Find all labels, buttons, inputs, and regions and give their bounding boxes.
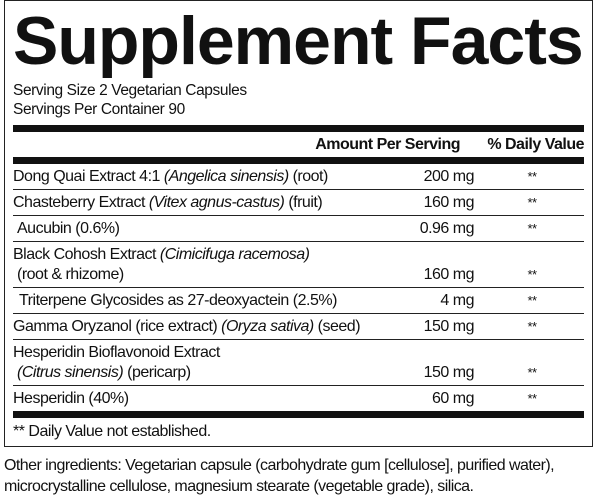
- supplement-facts-panel: Supplement Facts Serving Size 2 Vegetari…: [4, 0, 593, 447]
- nutrient-row: Gamma Oryzanol (rice extract) (Oryza sat…: [13, 314, 584, 340]
- latin-name: (Citrus sinensis): [17, 364, 124, 381]
- daily-value-header: % Daily Value: [487, 136, 584, 153]
- nutrient-name: Dong Quai Extract 4:1: [13, 168, 164, 185]
- servings-per-container: Servings Per Container 90: [13, 101, 185, 118]
- amount-header: Amount Per Serving: [315, 136, 460, 153]
- divider-thick: [13, 125, 584, 132]
- plant-part: (fruit): [284, 194, 323, 211]
- nutrient-row: Chasteberry Extract (Vitex agnus-castus)…: [13, 190, 584, 216]
- amount: 150 mg: [423, 364, 475, 381]
- amount: 0.96 mg: [419, 220, 475, 237]
- panel-title: Supplement Facts: [13, 3, 584, 79]
- nutrient-name: Triterpene Glycosides as 27-deoxyactein …: [19, 292, 337, 309]
- nutrient-row: Hesperidin Bioflavonoid Extract (Citrus s…: [13, 340, 584, 386]
- nutrient-name: Hesperidin (40%): [13, 390, 129, 407]
- divider-thick: [13, 411, 584, 418]
- nutrient-name: Chasteberry Extract: [13, 194, 149, 211]
- amount: 60 mg: [432, 390, 474, 407]
- daily-value: **: [527, 195, 537, 210]
- daily-value: **: [527, 267, 537, 282]
- nutrient-row: Black Cohosh Extract (Cimicifuga racemos…: [13, 242, 584, 288]
- daily-value: **: [527, 293, 537, 308]
- plant-part: (root): [288, 168, 329, 185]
- plant-part: (pericarp): [123, 364, 191, 381]
- amount: 150 mg: [423, 318, 475, 335]
- serving-size: Serving Size 2 Vegetarian Capsules: [13, 82, 247, 99]
- amount: 4 mg: [440, 292, 474, 309]
- latin-name: (Vitex agnus-castus): [148, 194, 285, 211]
- latin-name: (Cimicifuga racemosa): [159, 246, 310, 263]
- daily-value: **: [527, 391, 537, 406]
- column-header-row: Amount Per Serving % Daily Value: [13, 132, 584, 157]
- nutrient-row: Aucubin (0.6%) 0.96 mg **: [13, 216, 584, 242]
- divider-thick: [13, 157, 584, 164]
- nutrient-name: Hesperidin Bioflavonoid Extract: [13, 344, 220, 361]
- amount: 200 mg: [423, 168, 475, 185]
- nutrient-name: Aucubin (0.6%): [17, 220, 120, 237]
- nutrient-row: Dong Quai Extract 4:1 (Angelica sinensis…: [13, 164, 584, 190]
- daily-value: **: [527, 169, 537, 184]
- nutrient-name: Gamma Oryzanol (rice extract): [13, 318, 222, 335]
- plant-part: (root & rhizome): [17, 266, 124, 283]
- other-ingredients: Other ingredients: Vegetarian capsule (c…: [4, 457, 555, 495]
- latin-name: (Oryza sativa): [221, 318, 314, 335]
- daily-value: **: [527, 319, 537, 334]
- nutrient-row: Hesperidin (40%) 60 mg **: [13, 386, 584, 411]
- amount: 160 mg: [423, 194, 475, 211]
- amount: 160 mg: [423, 266, 475, 283]
- nutrient-name: Black Cohosh Extract: [13, 246, 160, 263]
- daily-value: **: [527, 221, 537, 236]
- plant-part: (seed): [313, 318, 361, 335]
- nutrient-row: Triterpene Glycosides as 27-deoxyactein …: [13, 288, 584, 314]
- footnote: ** Daily Value not established.: [13, 423, 211, 440]
- latin-name: (Angelica sinensis): [163, 168, 289, 185]
- daily-value: **: [527, 365, 537, 380]
